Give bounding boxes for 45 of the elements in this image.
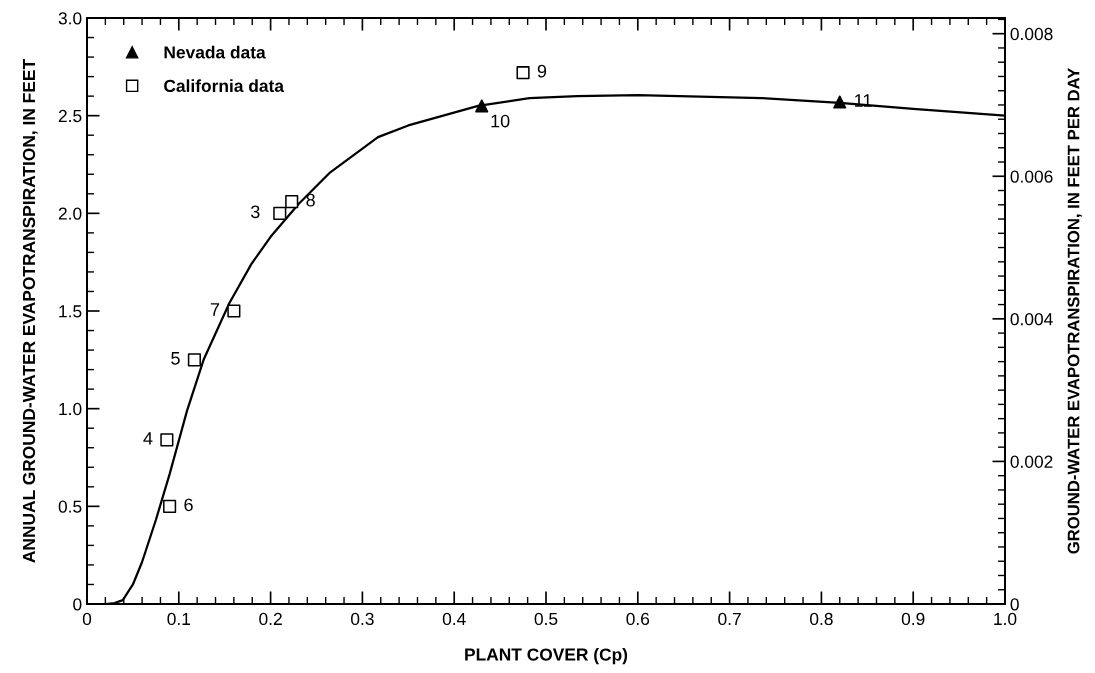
y-tick-label: 0.5 — [58, 500, 82, 513]
point — [475, 99, 489, 113]
y-tick-label: 2.5 — [58, 109, 82, 123]
x-tick-label: 1.0 — [994, 612, 1017, 626]
y2-axis-title: GROUND-WATER EVAPOTRANSPIRATION, IN FEET PER DAY — [1067, 68, 1082, 554]
annotation: 5 — [171, 352, 180, 365]
annotation: 9 — [537, 64, 547, 78]
point — [163, 499, 177, 513]
annotation: 7 — [210, 303, 220, 316]
legend-label: California data — [164, 79, 285, 93]
y2-tick-label: 0 — [1010, 598, 1019, 611]
point — [160, 433, 174, 447]
y-tick-label: 0 — [73, 598, 82, 611]
point — [227, 304, 241, 318]
y-tick-label: 1.5 — [59, 305, 82, 318]
annotation: 4 — [143, 432, 153, 445]
point — [285, 195, 299, 209]
x-tick-label: 0.4 — [442, 612, 466, 626]
y2-tick-label: 0.002 — [1010, 455, 1053, 468]
x-tick-label: 0.8 — [810, 612, 833, 626]
y2-tick-label: 0.004 — [1010, 313, 1053, 326]
point — [833, 95, 847, 109]
legend-label: Nevada data — [164, 45, 266, 59]
point — [187, 353, 201, 367]
y2-tick-label: 0.008 — [1010, 27, 1053, 41]
x-tick-label: 0 — [82, 612, 92, 626]
y2-tick-label: 0.006 — [1010, 170, 1053, 183]
annotation: 8 — [306, 193, 315, 207]
x-tick-label: 0.3 — [351, 612, 374, 626]
annotation: 3 — [250, 205, 260, 219]
annotation: 10 — [491, 114, 510, 128]
y-tick-label: 3.0 — [58, 12, 82, 25]
point — [516, 66, 530, 80]
y-axis-title: ANNUAL GROUND-WATER EVAPOTRANSPIRATION, IN FEET — [22, 59, 38, 563]
point — [273, 206, 287, 220]
x-tick-label: 0.7 — [718, 612, 741, 626]
y-tick-label: 2.0 — [58, 207, 82, 220]
x-tick-label: 0.2 — [259, 612, 282, 626]
y-tick-label: 1.0 — [59, 402, 82, 416]
x-axis-title: PLANT COVER (Cp) — [465, 647, 628, 665]
annotation: 6 — [184, 498, 193, 512]
x-tick-label: 0.9 — [901, 612, 925, 626]
x-tick-label: 0.6 — [626, 612, 650, 626]
x-tick-label: 0.5 — [534, 612, 558, 626]
x-tick-label: 0.1 — [167, 612, 191, 626]
